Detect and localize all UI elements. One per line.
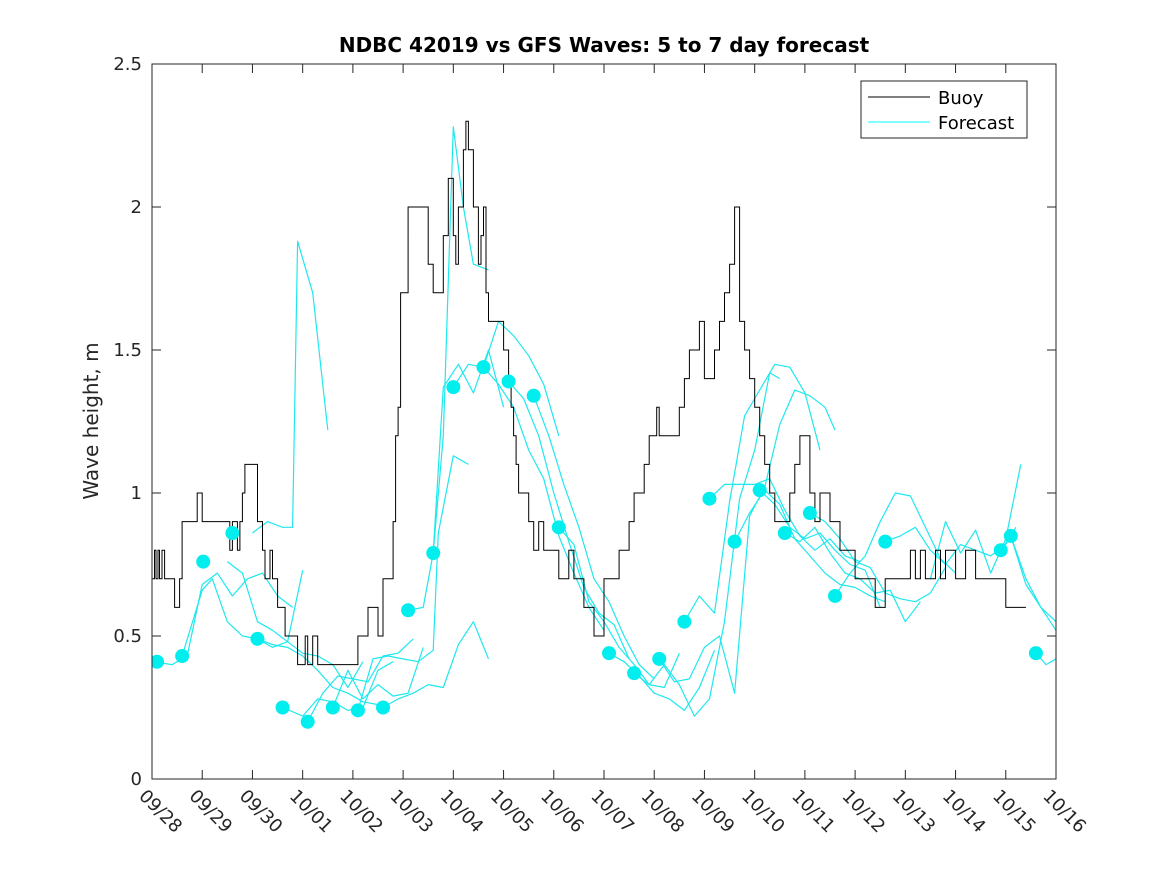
x-tick-label: 10/09 bbox=[687, 786, 739, 838]
y-tick-label: 2.5 bbox=[113, 54, 142, 75]
legend-forecast-label: Forecast bbox=[938, 113, 1014, 134]
forecast-line bbox=[382, 621, 490, 709]
y-tick-label: 1.5 bbox=[113, 340, 142, 361]
plot-frame bbox=[151, 63, 1057, 780]
forecast-line bbox=[452, 320, 560, 436]
x-tick-label: 10/12 bbox=[838, 786, 890, 838]
forecast-line bbox=[683, 363, 821, 623]
forecast-marker bbox=[350, 703, 365, 718]
forecast-line bbox=[407, 349, 505, 611]
x-tick-label: 10/01 bbox=[285, 786, 337, 838]
x-tick-label: 10/02 bbox=[335, 786, 387, 838]
forecast-marker bbox=[426, 546, 441, 561]
forecast-line bbox=[658, 389, 836, 694]
forecast-line bbox=[533, 395, 655, 680]
legend-box bbox=[860, 80, 1028, 139]
buoy-line bbox=[152, 120, 1026, 666]
forecast-marker bbox=[152, 654, 165, 669]
forecast-line bbox=[252, 240, 329, 534]
forecast-markers bbox=[152, 360, 1043, 729]
y-axis: 0 0.5 1 1.5 2 2.5 bbox=[113, 54, 1056, 790]
forecast-marker bbox=[727, 534, 742, 549]
forecast-marker bbox=[702, 491, 717, 506]
x-axis: 09/2809/2909/3010/0110/0210/0310/0410/05… bbox=[134, 64, 1090, 837]
chart-title: NDBC 42019 vs GFS Waves: 5 to 7 day fore… bbox=[339, 33, 870, 57]
forecast-marker bbox=[777, 526, 792, 541]
forecast-marker bbox=[878, 534, 893, 549]
buoy-series bbox=[152, 120, 1026, 666]
forecast-marker bbox=[993, 543, 1008, 558]
forecast-marker bbox=[752, 483, 767, 498]
forecast-marker bbox=[602, 646, 617, 661]
forecast-marker bbox=[677, 614, 692, 629]
x-tick-label: 10/05 bbox=[486, 786, 538, 838]
x-tick-label: 09/28 bbox=[134, 786, 186, 838]
x-tick-label: 10/10 bbox=[737, 786, 789, 838]
x-tick-label: 10/11 bbox=[787, 786, 839, 838]
plot-area bbox=[152, 120, 1056, 729]
forecast-line bbox=[307, 638, 414, 723]
forecast-line bbox=[784, 526, 921, 623]
forecast-line bbox=[226, 561, 364, 689]
forecast-marker bbox=[1028, 646, 1043, 661]
forecast-line bbox=[558, 526, 680, 689]
forecast-line bbox=[181, 570, 304, 657]
legend: Buoy Forecast bbox=[860, 80, 1028, 139]
forecast-line bbox=[508, 381, 630, 660]
forecast-line bbox=[608, 650, 716, 712]
forecast-line bbox=[1000, 535, 1056, 623]
forecast-marker bbox=[1003, 528, 1018, 543]
forecast-marker bbox=[376, 700, 391, 715]
x-tick-label: 10/03 bbox=[386, 786, 438, 838]
x-tick-label: 10/07 bbox=[586, 786, 638, 838]
forecast-marker bbox=[225, 526, 240, 541]
y-axis-label: Wave height, m bbox=[79, 342, 103, 499]
forecast-line bbox=[809, 512, 947, 603]
forecast-marker bbox=[551, 520, 566, 535]
forecast-marker bbox=[526, 388, 541, 403]
forecast-marker bbox=[401, 603, 416, 618]
forecast-marker bbox=[325, 700, 340, 715]
forecast-line bbox=[282, 661, 394, 717]
forecast-line bbox=[432, 126, 489, 554]
forecast-line bbox=[759, 489, 881, 608]
y-tick-label: 2 bbox=[131, 197, 142, 218]
x-tick-label: 10/14 bbox=[938, 786, 990, 838]
forecast-line bbox=[1010, 535, 1056, 631]
x-tick-label: 10/04 bbox=[436, 786, 488, 838]
forecast-marker bbox=[300, 714, 315, 729]
x-tick-label: 10/13 bbox=[888, 786, 940, 838]
y-tick-label: 0 bbox=[131, 769, 142, 790]
forecast-line bbox=[332, 647, 424, 708]
forecast-marker bbox=[250, 631, 265, 646]
forecast-line bbox=[257, 638, 379, 706]
y-tick-label: 1 bbox=[131, 483, 142, 504]
x-tick-label: 09/29 bbox=[185, 786, 237, 838]
forecast-marker bbox=[446, 380, 461, 395]
forecast-line bbox=[709, 478, 861, 563]
forecast-marker bbox=[627, 666, 642, 681]
x-tick-label: 10/16 bbox=[1038, 786, 1090, 838]
forecast-marker bbox=[802, 506, 817, 521]
forecast-line bbox=[152, 572, 293, 666]
forecast-marker bbox=[652, 651, 667, 666]
forecast-line bbox=[357, 455, 469, 711]
forecast-marker bbox=[175, 649, 190, 664]
legend-buoy-label: Buoy bbox=[938, 88, 984, 109]
x-tick-label: 10/15 bbox=[988, 786, 1040, 838]
forecast-line bbox=[734, 489, 886, 603]
forecast-marker bbox=[476, 360, 491, 375]
forecast-marker bbox=[275, 700, 290, 715]
forecast-marker bbox=[828, 588, 843, 603]
y-tick-label: 0.5 bbox=[113, 626, 142, 647]
x-tick-label: 10/06 bbox=[536, 786, 588, 838]
x-tick-label: 10/08 bbox=[637, 786, 689, 838]
forecast-marker bbox=[196, 554, 211, 569]
x-tick-label: 09/30 bbox=[235, 786, 287, 838]
forecast-marker bbox=[501, 374, 516, 389]
